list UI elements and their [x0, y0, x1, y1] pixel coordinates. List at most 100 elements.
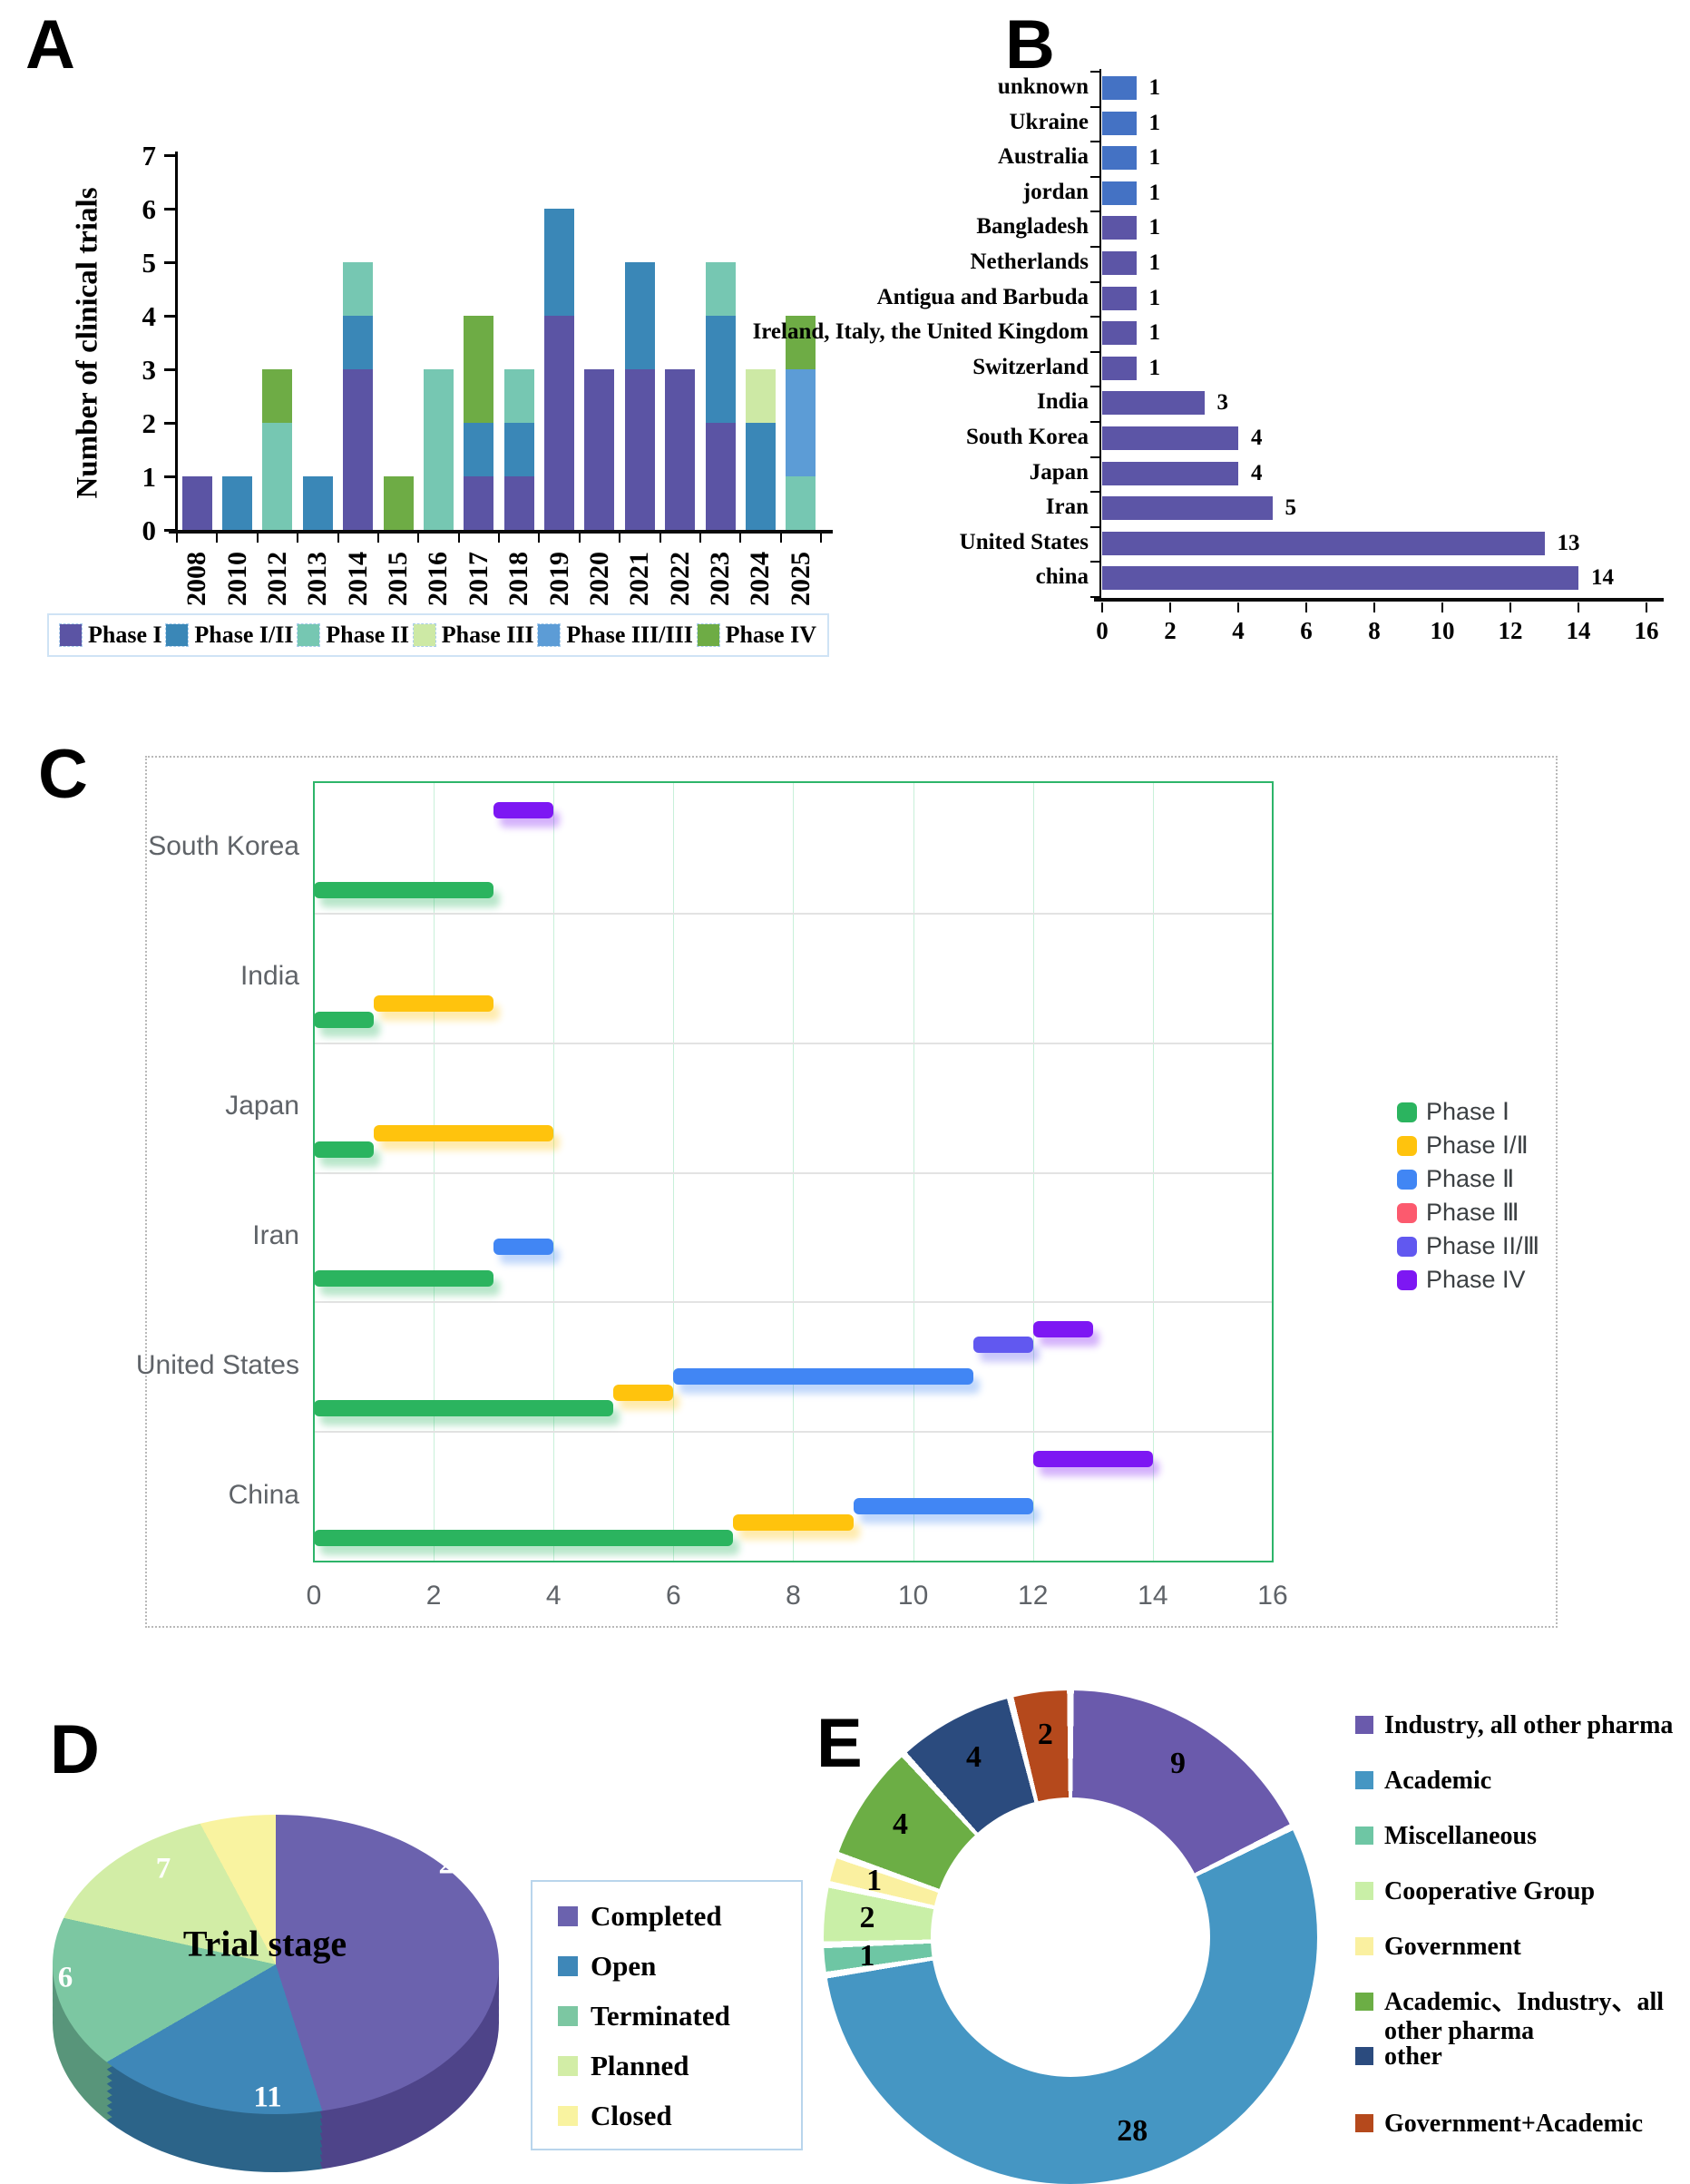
c-band-separator [315, 1301, 1272, 1304]
panel-e-label: E [816, 1705, 864, 1782]
d-legend-swatch [558, 1906, 578, 1926]
e-legend-swatch [1355, 2114, 1373, 2132]
e-legend-label: Academic [1384, 1767, 1492, 1795]
a-bar-segment [423, 369, 454, 530]
a-x-tick [457, 534, 460, 543]
c-country-label: Japan [225, 1091, 299, 1121]
b-country-label: unknown [997, 74, 1089, 99]
a-y-tick [164, 207, 175, 211]
c-x-tick-label: 10 [897, 1581, 929, 1611]
b-row-tick [1090, 211, 1099, 213]
a-legend-item: Phase I/II [165, 622, 293, 649]
c-country-label: Iran [252, 1219, 299, 1250]
c-country-label: United States [135, 1349, 299, 1380]
c-x-tick-label: 8 [786, 1581, 801, 1611]
b-value-label: 4 [1251, 426, 1263, 450]
d-slice-value: 23 [438, 1847, 469, 1881]
e-legend-item: Miscellaneous [1355, 1822, 1537, 1851]
e-legend-swatch [1355, 2047, 1373, 2065]
c-x-tick-label: 0 [306, 1581, 322, 1611]
e-legend-swatch [1355, 1937, 1373, 1955]
a-x-axis [169, 530, 833, 534]
b-row-tick [1090, 316, 1099, 318]
c-legend-label: Phase Ⅰ [1426, 1098, 1510, 1125]
a-bar-segment [503, 423, 534, 476]
a-legend-swatch [59, 623, 83, 647]
c-phase-bar [493, 802, 554, 819]
a-x-tick [417, 534, 420, 543]
c-legend-label: Phase Ⅲ [1426, 1199, 1519, 1226]
c-phase-bar [314, 1530, 734, 1546]
a-bar-segment [262, 423, 293, 530]
b-bar [1102, 216, 1137, 240]
e-legend-item: Academic、Industry、all other pharma [1355, 1988, 1687, 2047]
b-row-tick [1090, 561, 1099, 563]
a-legend-swatch [297, 623, 321, 647]
e-legend-item: other [1355, 2042, 1442, 2071]
d-legend-swatch [558, 2006, 578, 2026]
a-bar-segment [584, 369, 615, 530]
b-x-tick-label: 4 [1232, 617, 1245, 644]
a-legend-item: Phase III [412, 622, 534, 649]
b-bar [1102, 461, 1238, 485]
a-bar-segment [181, 476, 212, 530]
a-legend-label: Phase IV [725, 622, 816, 648]
b-row-tick [1090, 491, 1099, 494]
a-y-tick [164, 153, 175, 157]
a-bar-segment [786, 369, 816, 476]
d-slice-value: 11 [253, 2081, 282, 2114]
c-legend-swatch [1397, 1202, 1417, 1223]
panel-b-label: B [1005, 6, 1056, 83]
e-legend-label: Government [1384, 1933, 1521, 1961]
a-y-tick-label: 2 [142, 407, 157, 439]
a-bar-segment [665, 369, 696, 530]
e-legend-item: Government+Academic [1355, 2110, 1643, 2139]
d-legend-swatch [558, 1956, 578, 1976]
d-trial-stage-legend: Completed Open Terminated Planned Closed [531, 1880, 803, 2150]
c-x-tick-label: 2 [425, 1581, 442, 1611]
a-bar-segment [343, 262, 374, 316]
b-country-label: Netherlands [970, 250, 1089, 274]
a-x-tick [779, 534, 782, 543]
e-legend-label: Industry, all other pharma [1384, 1711, 1674, 1739]
panel-c-label: C [38, 736, 89, 813]
b-x-tick-label: 0 [1096, 617, 1109, 644]
b-bar [1102, 146, 1137, 171]
b-y-axis [1099, 69, 1101, 599]
a-bar-segment [705, 316, 736, 423]
a-x-tick [578, 534, 581, 543]
a-legend-item: Phase II [297, 622, 409, 649]
e-legend-item: Academic [1355, 1767, 1491, 1796]
c-legend-swatch [1397, 1169, 1417, 1190]
a-phase-legend: Phase I Phase I/II Phase II Phase III Phase … [47, 613, 829, 657]
b-country-label: South Korea [966, 425, 1089, 449]
d-legend-label: Closed [591, 2100, 672, 2131]
a-bar-segment [786, 316, 816, 369]
b-bar [1102, 181, 1137, 205]
b-country-label: Iran [1045, 495, 1089, 520]
a-bar-segment [745, 423, 776, 530]
c-legend-label: Phase IV [1426, 1266, 1526, 1293]
b-x-tick-label: 14 [1566, 617, 1591, 644]
a-bar-segment [624, 369, 655, 530]
a-y-tick [164, 367, 175, 371]
b-country-label: jordan [1022, 179, 1089, 204]
e-legend-label: Miscellaneous [1384, 1822, 1537, 1850]
e-legend-item: Government [1355, 1933, 1521, 1962]
a-bar-segment [624, 262, 655, 369]
b-x-tick [1646, 602, 1647, 612]
a-bar-segment [786, 476, 816, 530]
c-phase-bar [314, 1400, 614, 1417]
b-x-tick [1169, 602, 1171, 612]
a-y-tick-label: 6 [142, 193, 157, 225]
a-y-tick-label: 1 [142, 461, 157, 493]
c-country-label: China [228, 1479, 299, 1510]
b-row-tick [1090, 421, 1099, 423]
e-legend-swatch [1355, 1993, 1373, 2011]
d-legend-label: Terminated [591, 2000, 730, 2032]
c-legend-item: Phase II/Ⅲ [1397, 1232, 1539, 1260]
